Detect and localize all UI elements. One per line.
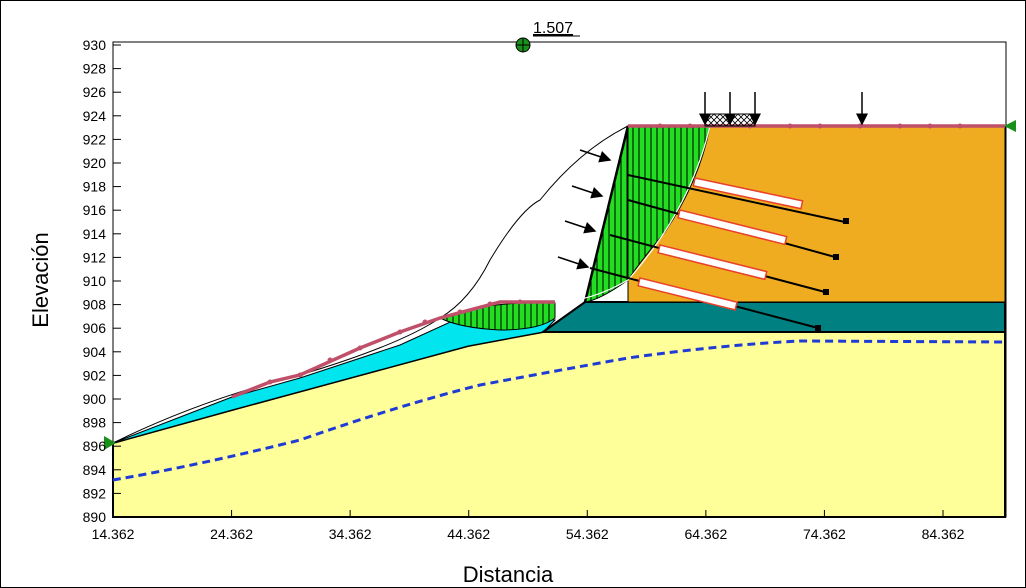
retaining-wall <box>583 125 630 303</box>
x-tick-label: 44.362 <box>447 526 490 542</box>
x-tick-label: 54.362 <box>566 526 609 542</box>
y-tick-label: 910 <box>83 273 107 289</box>
anchors <box>589 174 849 331</box>
y-tick-label: 898 <box>83 415 107 431</box>
y-tick-label: 904 <box>83 344 107 360</box>
y-axis-ticks: 930 928 926 924 922 920 918 916 914 912 910 908 906 9… <box>83 37 121 525</box>
y-tick-label: 914 <box>83 226 107 242</box>
boundary-marker-right <box>1004 120 1016 132</box>
water-table <box>112 339 1006 482</box>
x-tick-label: 14.362 <box>92 526 135 542</box>
y-axis-title: Elevación <box>28 232 53 327</box>
factor-of-safety-label: 1.507 <box>533 20 573 37</box>
x-axis-ticks: 14.362 24.362 34.362 44.362 54.362 64.362 74.3… <box>92 510 965 542</box>
wall-load-arrows <box>557 149 612 270</box>
y-tick-label: 908 <box>83 297 107 313</box>
surcharge-loads <box>699 92 868 127</box>
boundary-marker-left <box>104 436 116 450</box>
y-tick-label: 922 <box>83 131 107 147</box>
surface-markers <box>267 123 963 385</box>
x-tick-label: 34.362 <box>329 526 372 542</box>
y-tick-label: 918 <box>83 179 107 195</box>
y-tick-label: 920 <box>83 155 107 171</box>
y-tick-label: 906 <box>83 320 107 336</box>
x-tick-label: 84.362 <box>922 526 965 542</box>
y-tick-label: 930 <box>83 37 107 53</box>
y-tick-label: 928 <box>83 61 107 77</box>
y-tick-label: 900 <box>83 391 107 407</box>
y-tick-label: 902 <box>83 367 107 383</box>
y-tick-label: 926 <box>83 84 107 100</box>
x-tick-label: 64.362 <box>684 526 727 542</box>
plot-area <box>104 41 1016 518</box>
y-tick-label: 912 <box>83 249 107 265</box>
y-tick-label: 894 <box>83 462 107 478</box>
y-tick-label: 916 <box>83 202 107 218</box>
y-tick-label: 924 <box>83 108 107 124</box>
x-axis-title: Distancia <box>463 562 554 587</box>
y-tick-label: 890 <box>83 509 107 525</box>
slip-center-marker <box>515 37 531 53</box>
slip-surface <box>554 125 711 303</box>
y-tick-label: 892 <box>83 485 107 501</box>
x-tick-label: 24.362 <box>210 526 253 542</box>
x-tick-label: 74.362 <box>803 526 846 542</box>
y-tick-label: 896 <box>83 438 107 454</box>
